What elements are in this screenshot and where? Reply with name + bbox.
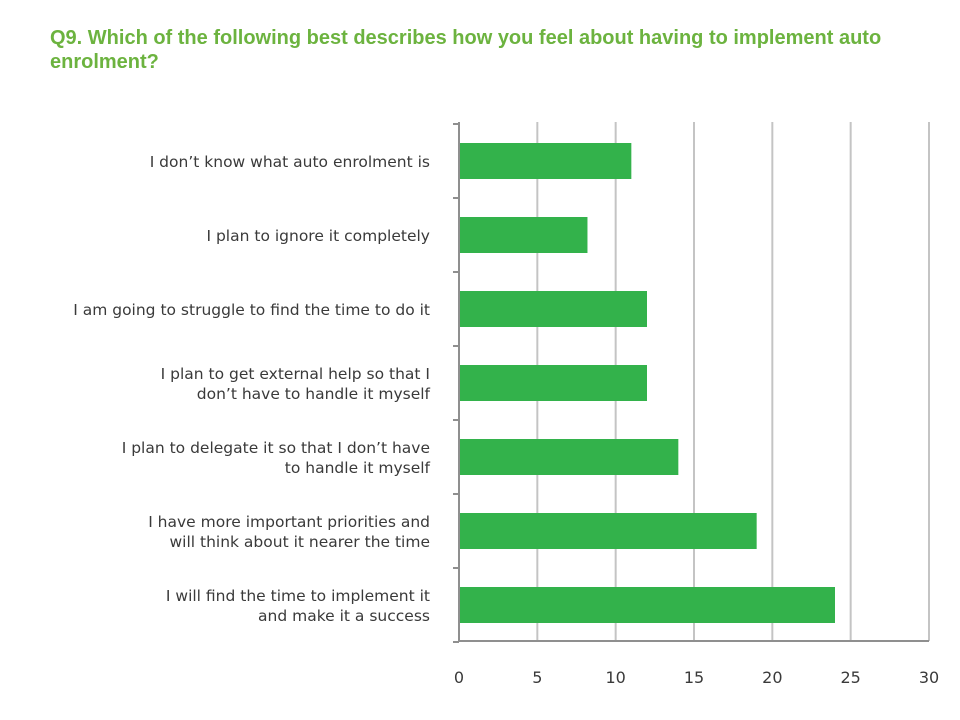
x-tick-label: 30 bbox=[919, 668, 939, 687]
category-label-line: I have more important priorities and bbox=[148, 513, 430, 531]
category-label: I have more important priorities and will… bbox=[148, 513, 430, 551]
x-tick-label: 5 bbox=[532, 668, 542, 687]
category-label: I don’t know what auto enrolment is bbox=[150, 153, 430, 171]
category-label: I will find the time to implement it and … bbox=[166, 587, 430, 625]
chart-title: Q9. Which of the following best describe… bbox=[50, 27, 882, 73]
category-label-line: I don’t know what auto enrolment is bbox=[150, 153, 430, 171]
category-label-line: I plan to delegate it so that I don’t ha… bbox=[122, 439, 430, 457]
category-label: I am going to struggle to find the time … bbox=[73, 301, 430, 319]
category-label-line: I will find the time to implement it bbox=[166, 587, 430, 605]
x-tick-label: 0 bbox=[454, 668, 464, 687]
x-tick-label: 15 bbox=[684, 668, 704, 687]
axes bbox=[453, 122, 929, 643]
x-tick-label: 25 bbox=[840, 668, 860, 687]
category-label-line: and make it a success bbox=[258, 607, 430, 625]
category-label: I plan to delegate it so that I don’t ha… bbox=[122, 439, 431, 477]
category-label-line: don’t have to handle it myself bbox=[197, 385, 431, 403]
bar bbox=[459, 217, 588, 253]
x-tick-label: 20 bbox=[762, 668, 782, 687]
category-label-line: I plan to ignore it completely bbox=[206, 227, 430, 245]
bar bbox=[459, 365, 647, 401]
bar bbox=[459, 291, 647, 327]
x-tick-label: 10 bbox=[605, 668, 625, 687]
bar bbox=[459, 143, 632, 179]
category-label-line: I am going to struggle to find the time … bbox=[73, 301, 430, 319]
bar bbox=[459, 439, 679, 475]
category-label-line: will think about it nearer the time bbox=[169, 533, 430, 551]
category-label-line: I plan to get external help so that I bbox=[161, 365, 430, 383]
category-label: I plan to ignore it completely bbox=[206, 227, 430, 245]
category-label: I plan to get external help so that I don… bbox=[161, 365, 431, 403]
bar bbox=[459, 513, 757, 549]
bar bbox=[459, 587, 835, 623]
bars bbox=[459, 143, 835, 623]
category-labels: I don’t know what auto enrolment is I pla… bbox=[73, 153, 430, 625]
category-label-line: to handle it myself bbox=[285, 459, 431, 477]
x-tick-labels: 0 5 10 15 20 25 30 bbox=[454, 668, 939, 687]
